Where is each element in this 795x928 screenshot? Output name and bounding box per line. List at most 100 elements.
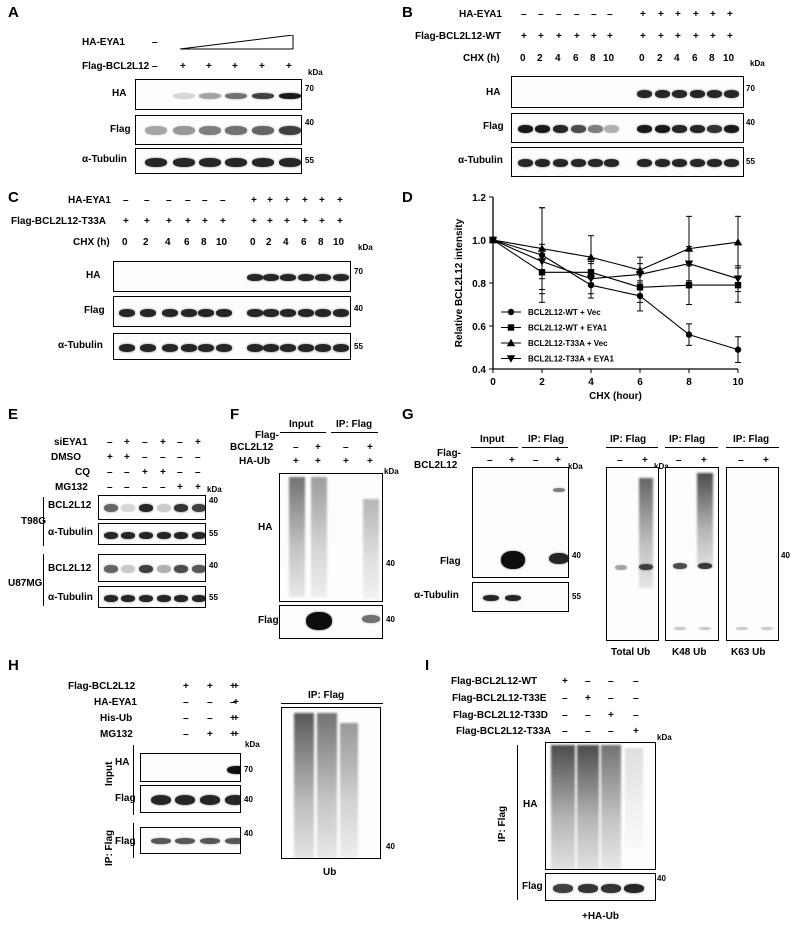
lane-mark: +: [220, 216, 226, 227]
blot-band: [225, 93, 247, 99]
blot-band: [654, 125, 670, 133]
blot-band: [199, 93, 221, 99]
blot-band: [157, 504, 171, 512]
panel-letter-e: E: [8, 406, 19, 423]
lane-mark: –: [220, 195, 226, 206]
lane-mark: –: [585, 710, 591, 721]
series-line: [492, 239, 739, 351]
blot-e-u87mg-tubulin: [98, 586, 206, 608]
blot-label: HA: [258, 522, 273, 533]
group-label: IP: Flag: [733, 434, 770, 445]
legend-entry: BCL2L12-WT + Vec: [528, 308, 601, 317]
group-underline: [606, 447, 658, 448]
blot-band: [570, 159, 586, 167]
lane-mark: +: [233, 681, 239, 692]
mw-marker: 55: [572, 592, 581, 601]
lane-mark: +: [160, 437, 166, 448]
mw-marker: 40: [209, 496, 218, 505]
lane-mark: –: [107, 437, 113, 448]
blot-band: [298, 273, 314, 281]
lane-mark: –: [123, 195, 129, 206]
blot-band: [192, 531, 205, 539]
ub-smear: [294, 713, 314, 858]
x-tick-label: 8: [686, 377, 692, 388]
ub-smear: [363, 499, 379, 599]
y-tick-label: 0.8: [472, 279, 486, 290]
mw-marker: 55: [305, 156, 314, 165]
chx-tick: 0: [122, 237, 128, 248]
lane-mark: +: [251, 195, 257, 206]
blot-label: BCL2L12: [48, 563, 92, 574]
lane-mark: –: [142, 482, 148, 493]
ub-smear: [697, 473, 713, 568]
lane-mark: +: [230, 681, 236, 692]
lane-mark: –: [487, 455, 493, 466]
panel-letter-b: B: [402, 4, 413, 21]
y-tick-label: 0.6: [472, 322, 486, 333]
data-point: [636, 284, 644, 291]
row-label: MG132: [100, 729, 133, 740]
lane-mark: +: [509, 455, 515, 466]
blot-band: [552, 159, 568, 167]
blot-band: [119, 309, 135, 317]
blot-band: [121, 594, 135, 602]
blot-band: [173, 93, 195, 99]
blot-label: HA: [486, 87, 501, 98]
ub-smear: [601, 745, 621, 869]
lane-mark: +: [107, 452, 113, 463]
lane-mark: +: [124, 452, 130, 463]
blot-label: α-Tubulin: [48, 527, 93, 538]
lane-mark: –: [177, 437, 183, 448]
x-tick-label: 10: [732, 377, 744, 388]
group-underline: [281, 703, 383, 704]
lane-mark: –: [183, 713, 189, 724]
blot-band: [157, 565, 171, 573]
mw-marker: 40: [572, 551, 581, 560]
lane-mark: –: [533, 455, 539, 466]
row-label: Flag-BCL2L12-T33A: [456, 726, 552, 737]
blot-band: [151, 795, 171, 805]
chx-tick: 4: [674, 53, 680, 64]
lane-mark: –: [107, 482, 113, 493]
blot-band: [174, 531, 188, 539]
blot-g-k63-ub: [726, 467, 779, 641]
blot-c-flag: [113, 296, 351, 327]
blot-band: [198, 309, 214, 317]
blot-band: [603, 159, 619, 167]
blot-band: [200, 838, 220, 844]
blot-h-input-flag: [140, 785, 241, 813]
data-point: [537, 244, 547, 252]
group-label: IP: Flag: [528, 434, 565, 445]
kda-label: kDa: [568, 462, 583, 471]
chx-tick: 8: [709, 53, 715, 64]
lane-mark: +: [710, 9, 716, 20]
lane-mark: –: [207, 713, 213, 724]
row-label: MG132: [55, 482, 88, 493]
lane-mark: –: [160, 452, 166, 463]
blot-band: [636, 125, 652, 133]
lane-mark: +: [693, 9, 699, 20]
row-label: BCL2L12: [230, 442, 274, 453]
mw-marker: 70: [244, 765, 253, 774]
blot-band: [174, 504, 188, 512]
blot-band: [333, 273, 349, 281]
blot-label: BCL2L12: [48, 500, 92, 511]
lane-mark: –: [608, 693, 614, 704]
chx-tick: 6: [301, 237, 307, 248]
blot-band: [139, 565, 153, 573]
row-label: HA-Ub: [239, 456, 271, 467]
lane-mark: +: [284, 195, 290, 206]
blot-e-u87mg-bcl2l12: [98, 554, 206, 582]
ub-caption: K63 Ub: [731, 647, 766, 658]
lane-mark: –: [617, 455, 623, 466]
panel-letter-a: A: [8, 4, 19, 21]
lane-mark: +: [727, 9, 733, 20]
blot-band: [225, 795, 240, 805]
lane-mark: +: [367, 456, 373, 467]
blot-band: [199, 125, 221, 135]
bracket-line: [43, 497, 44, 546]
lane-mark: +: [267, 195, 273, 206]
mw-marker: 40: [244, 795, 253, 804]
blot-f-flag: [279, 605, 383, 639]
panel-letter-f: F: [230, 406, 240, 423]
